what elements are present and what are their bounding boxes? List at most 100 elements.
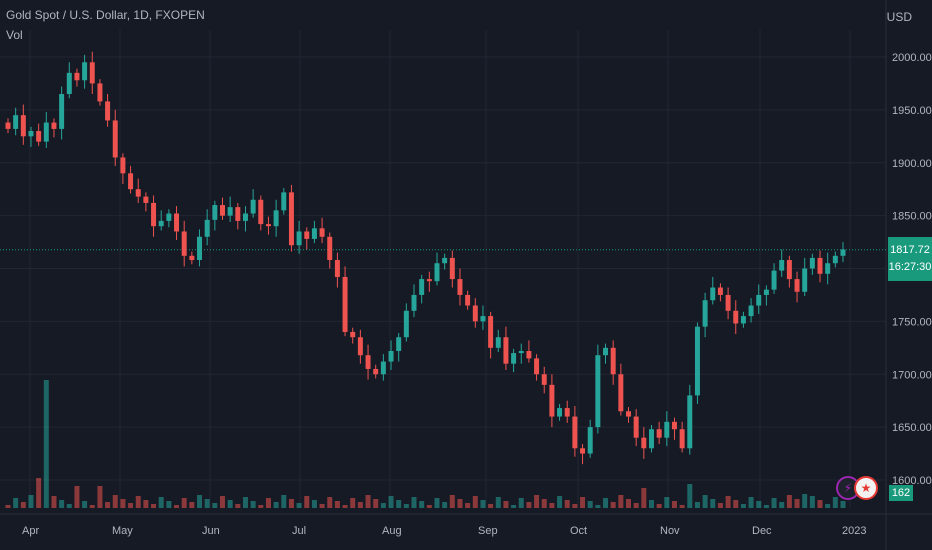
candle-body — [97, 83, 103, 102]
candle-body — [534, 358, 540, 375]
candle-body — [694, 326, 700, 396]
volume-bar — [710, 499, 716, 508]
volume-bar — [733, 500, 739, 508]
volume-bar — [89, 505, 95, 508]
candle-body — [66, 72, 72, 95]
candle-body — [51, 122, 57, 129]
candle-body — [434, 263, 440, 282]
volume-bar — [396, 500, 402, 508]
us-flag-icon[interactable]: ★ — [854, 476, 878, 500]
volume-bar — [825, 504, 831, 508]
candle-body — [740, 316, 746, 324]
candle-body — [825, 263, 831, 274]
volume-bar — [702, 495, 708, 508]
volume-bar — [373, 499, 379, 508]
volume-bar — [28, 495, 34, 508]
volume-bar — [526, 502, 532, 508]
x-tick-label: Jun — [202, 525, 220, 537]
volume-bar — [311, 500, 317, 508]
candle-body — [503, 337, 509, 364]
volume-bar — [296, 503, 302, 508]
candle-body — [557, 408, 563, 417]
candle-body — [235, 207, 241, 221]
volume-bar — [174, 505, 180, 508]
volume-bar — [189, 502, 195, 508]
candle-body — [786, 260, 792, 280]
candle-body — [373, 368, 379, 375]
volume-bar — [671, 501, 677, 508]
volume-bar — [511, 505, 517, 508]
volume-bar — [82, 501, 88, 508]
volume-bar — [365, 495, 371, 508]
candle-body — [258, 199, 264, 225]
last-price-tag: 1817.72 16:27:30 — [888, 237, 932, 281]
candle-body — [725, 294, 731, 311]
volume-bar — [281, 495, 287, 508]
volume-bar — [380, 503, 386, 508]
candle-body — [365, 355, 371, 369]
volume-bar — [472, 496, 478, 508]
candle-body — [641, 437, 647, 449]
candle-body — [472, 305, 478, 322]
candle-body — [771, 270, 777, 290]
y-tick-label: 1700.00 — [892, 369, 932, 381]
volume-bar — [74, 486, 80, 508]
candle-body — [151, 202, 157, 227]
candle-body — [480, 316, 486, 322]
candle-body — [671, 421, 677, 430]
candle-body — [633, 416, 639, 438]
candle-body — [626, 411, 631, 417]
candle-body — [664, 421, 670, 438]
candle-body — [319, 228, 325, 237]
volume-bar — [595, 505, 601, 508]
candle-body — [419, 279, 425, 295]
candle-body — [618, 374, 624, 412]
candle-body — [89, 62, 95, 84]
volume-bar — [587, 501, 593, 508]
candle-body — [105, 101, 111, 121]
y-tick-label: 1600.00 — [892, 475, 932, 487]
candle-body — [656, 429, 662, 438]
candle-body — [809, 257, 815, 269]
x-tick-label: Dec — [752, 525, 772, 537]
candle-body — [357, 337, 363, 356]
volume-bar — [128, 503, 134, 508]
candle-body — [204, 219, 210, 237]
volume-bar — [633, 503, 639, 508]
volume-bar — [120, 499, 126, 508]
candle-body — [403, 310, 409, 338]
volume-bar — [181, 498, 187, 508]
candle-body — [587, 427, 593, 454]
candle-body — [710, 287, 716, 301]
candle-body — [465, 294, 471, 306]
symbol-title[interactable]: Gold Spot / U.S. Dollar, 1D, FXOPEN — [6, 8, 205, 22]
candle-body — [288, 192, 294, 246]
candle-body — [756, 294, 762, 306]
volume-bar — [748, 497, 754, 508]
event-icons[interactable]: ⚡ ★ — [836, 476, 878, 504]
volume-bar — [334, 501, 340, 508]
volume-bar — [158, 497, 164, 508]
currency-label[interactable]: USD — [886, 10, 912, 24]
candle-body — [74, 72, 80, 81]
candle-body — [748, 305, 754, 317]
volume-bar — [694, 502, 700, 508]
chart-legend[interactable]: Gold Spot / U.S. Dollar, 1D, FXOPEN Vol — [6, 8, 205, 42]
candle-body — [158, 220, 164, 227]
candle-body — [296, 231, 302, 246]
volume-bar — [5, 505, 11, 508]
volume-bar — [488, 504, 494, 508]
volume-bar — [434, 498, 440, 508]
x-tick-label: 2023 — [842, 525, 866, 537]
volume-bar — [794, 499, 800, 508]
candle-body — [442, 257, 448, 264]
volume-bar — [212, 503, 218, 508]
volume-bar — [342, 505, 348, 508]
volume-bar — [457, 499, 463, 508]
volume-bar — [449, 495, 455, 508]
candle-body — [564, 408, 570, 417]
volume-indicator-label[interactable]: Vol — [6, 28, 23, 42]
candle-body — [426, 279, 432, 282]
